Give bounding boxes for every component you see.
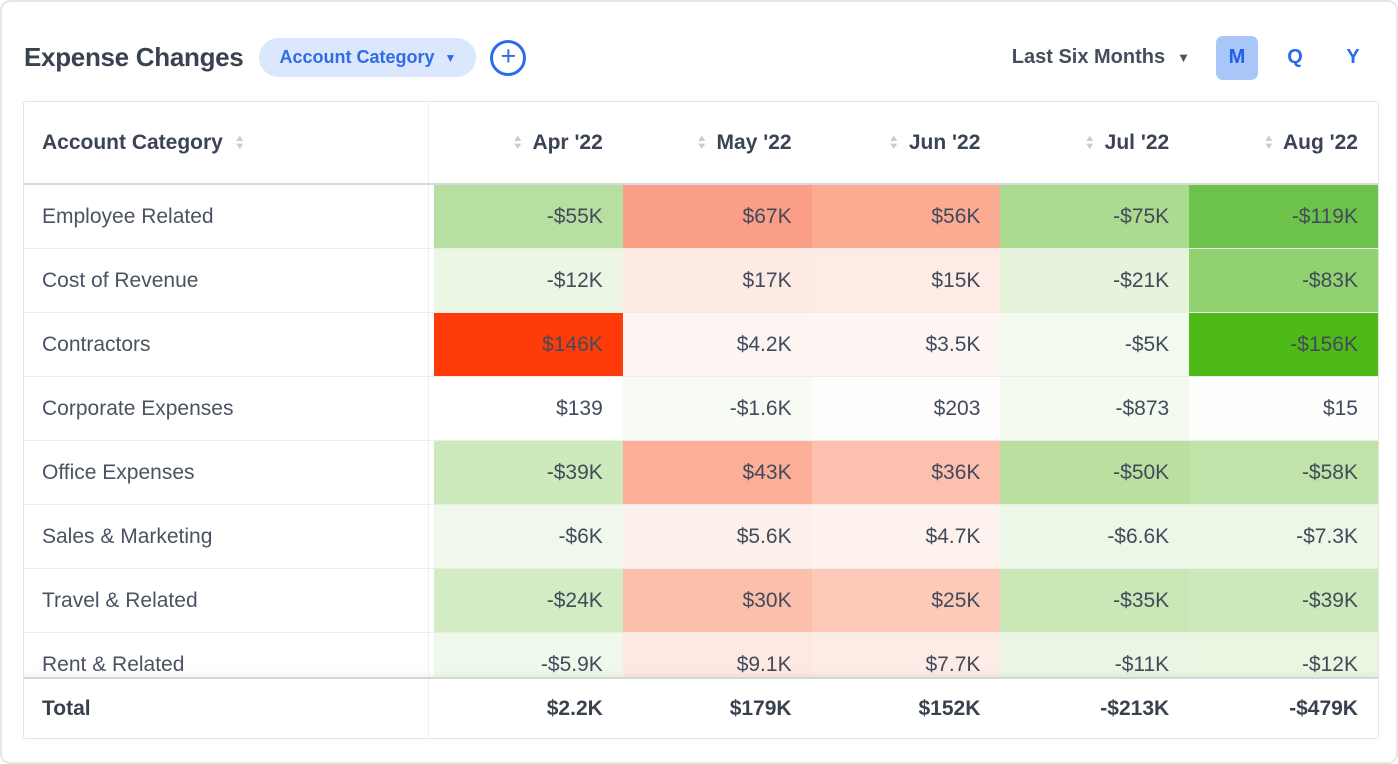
heatmap-cell[interactable]: -$75K: [1000, 185, 1190, 248]
heatmap-cell[interactable]: $30K: [622, 569, 812, 632]
column-header-may-22[interactable]: ▲ ▼ May '22: [695, 130, 792, 154]
heatmap-cell[interactable]: $4.2K: [622, 313, 812, 376]
row-label[interactable]: Employee Related: [42, 204, 214, 228]
column-gap: [428, 313, 434, 376]
heatmap-cell[interactable]: -$5K: [1000, 313, 1190, 376]
heatmap-cell[interactable]: $43K: [622, 441, 812, 504]
heatmap-cell[interactable]: -$35K: [1000, 569, 1190, 632]
heatmap-cell[interactable]: $4.7K: [811, 505, 1001, 568]
page-title: Expense Changes: [24, 42, 244, 72]
column-header-aug-22[interactable]: ▲ ▼ Aug '22: [1262, 130, 1358, 154]
column-header-account-category[interactable]: Account Category ▲ ▼: [42, 130, 246, 154]
table-header-row: Account Category ▲ ▼ ▲ ▼ Apr '22 ▲ ▼ May '2…: [24, 102, 1378, 185]
dimension-selector[interactable]: Account Category ▼: [259, 38, 477, 77]
column-gap: [428, 249, 434, 312]
chevron-down-icon: ▼: [1177, 50, 1190, 65]
column-gap: [428, 185, 434, 248]
sort-icon[interactable]: ▲ ▼: [695, 133, 708, 152]
heatmap-cell[interactable]: $25K: [811, 569, 1001, 632]
period-dropdown[interactable]: Last Six Months ▼: [1012, 46, 1190, 69]
total-cell: -$479K: [1289, 696, 1358, 720]
heatmap-cell[interactable]: $56K: [811, 185, 1001, 248]
heatmap-cell[interactable]: -$156K: [1189, 313, 1378, 376]
heatmap-cell[interactable]: -$24K: [434, 569, 623, 632]
heatmap-cell[interactable]: $15K: [811, 249, 1001, 312]
heatmap-cell[interactable]: -$50K: [1000, 441, 1190, 504]
sort-icon[interactable]: ▲ ▼: [511, 133, 524, 152]
plus-icon: +: [500, 41, 517, 71]
sort-icon[interactable]: ▲ ▼: [233, 133, 246, 152]
heatmap-cell[interactable]: $203: [811, 377, 1001, 440]
heatmap-cell[interactable]: -$6K: [434, 505, 623, 568]
heatmap-cell[interactable]: $146K: [434, 313, 623, 376]
sort-icon[interactable]: ▲ ▼: [888, 133, 901, 152]
sort-icon[interactable]: ▲ ▼: [1084, 133, 1096, 152]
heatmap-cell[interactable]: $5.6K: [622, 505, 812, 568]
toggle-quarterly[interactable]: Q: [1274, 36, 1316, 80]
table-total-row: Total $2.2K $179K $152K -$213K -$479K: [24, 677, 1378, 738]
widget-header: Expense Changes Account Category ▼ + Las…: [2, 2, 1396, 101]
heatmap-cell[interactable]: $67K: [622, 185, 812, 248]
table-row-contractors: Contractors $146K $4.2K $3.5K -$5K -$156…: [24, 313, 1378, 377]
column-gap: [428, 102, 434, 183]
toggle-monthly[interactable]: M: [1216, 35, 1258, 80]
table-row-cost-of-revenue: Cost of Revenue -$12K $17K $15K -$21K -$…: [24, 249, 1378, 313]
heatmap-cell[interactable]: -$39K: [434, 441, 623, 504]
period-dropdown-label: Last Six Months: [1011, 46, 1166, 68]
table-row-travel-related: Travel & Related -$24K $30K $25K -$35K -…: [24, 569, 1378, 633]
heatmap-cell[interactable]: -$873: [1000, 377, 1190, 440]
column-gap: [428, 633, 434, 696]
column-gap: [428, 679, 434, 738]
column-gap: [428, 569, 434, 632]
heatmap-cell[interactable]: -$7.3K: [1189, 505, 1378, 568]
table-body: Employee Related -$55K $67K $56K -$75K -…: [24, 185, 1378, 738]
heatmap-cell[interactable]: $139: [434, 377, 623, 440]
total-label: Total: [42, 696, 91, 720]
dimension-selector-label: Account Category: [279, 47, 435, 67]
total-cell: $2.2K: [546, 696, 603, 720]
granularity-toggle-group: M Q Y: [1216, 35, 1374, 80]
heatmap-cell[interactable]: -$12K: [434, 249, 623, 312]
row-label[interactable]: Cost of Revenue: [42, 268, 199, 292]
heatmap-cell[interactable]: $15: [1189, 377, 1378, 440]
chevron-down-icon: ▼: [444, 50, 457, 65]
heatmap-cell[interactable]: $17K: [622, 249, 812, 312]
table-row-employee-related: Employee Related -$55K $67K $56K -$75K -…: [24, 185, 1378, 249]
row-label[interactable]: Rent & Related: [42, 652, 185, 676]
total-cell: $152K: [918, 696, 981, 720]
sort-icon[interactable]: ▲ ▼: [1262, 133, 1275, 152]
column-header-jun-22[interactable]: ▲ ▼ Jun '22: [888, 130, 981, 154]
row-label[interactable]: Office Expenses: [42, 460, 195, 484]
row-label[interactable]: Sales & Marketing: [42, 524, 213, 548]
heatmap-cell[interactable]: $3.5K: [811, 313, 1001, 376]
row-label[interactable]: Travel & Related: [42, 588, 198, 612]
column-header-jul-22[interactable]: ▲ ▼ Jul '22: [1084, 130, 1170, 154]
row-label[interactable]: Corporate Expenses: [42, 396, 234, 420]
row-label[interactable]: Contractors: [42, 332, 151, 356]
toggle-yearly[interactable]: Y: [1332, 36, 1374, 80]
total-cell: -$213K: [1100, 696, 1170, 720]
column-header-apr-22[interactable]: ▲ ▼ Apr '22: [511, 130, 603, 154]
heatmap-cell[interactable]: -$1.6K: [622, 377, 812, 440]
column-gap: [428, 441, 434, 504]
expense-table: Account Category ▲ ▼ ▲ ▼ Apr '22 ▲ ▼ May '2…: [23, 101, 1379, 739]
table-row-office-expenses: Office Expenses -$39K $43K $36K -$50K -$…: [24, 441, 1378, 505]
table-row-sales-marketing: Sales & Marketing -$6K $5.6K $4.7K -$6.6…: [24, 505, 1378, 569]
heatmap-cell[interactable]: -$6.6K: [1000, 505, 1190, 568]
heatmap-cell[interactable]: -$55K: [434, 185, 623, 248]
add-button[interactable]: +: [490, 39, 527, 76]
heatmap-cell[interactable]: -$119K: [1189, 185, 1378, 248]
heatmap-cell[interactable]: -$58K: [1189, 441, 1378, 504]
table-row-corporate-expenses: Corporate Expenses $139 -$1.6K $203 -$87…: [24, 377, 1378, 441]
heatmap-cell[interactable]: $36K: [811, 441, 1001, 504]
total-cell: $179K: [729, 696, 792, 720]
column-gap: [428, 505, 434, 568]
heatmap-cell[interactable]: -$83K: [1189, 249, 1378, 312]
heatmap-cell[interactable]: -$21K: [1000, 249, 1190, 312]
heatmap-cell[interactable]: -$39K: [1189, 569, 1378, 632]
column-gap: [428, 377, 434, 440]
